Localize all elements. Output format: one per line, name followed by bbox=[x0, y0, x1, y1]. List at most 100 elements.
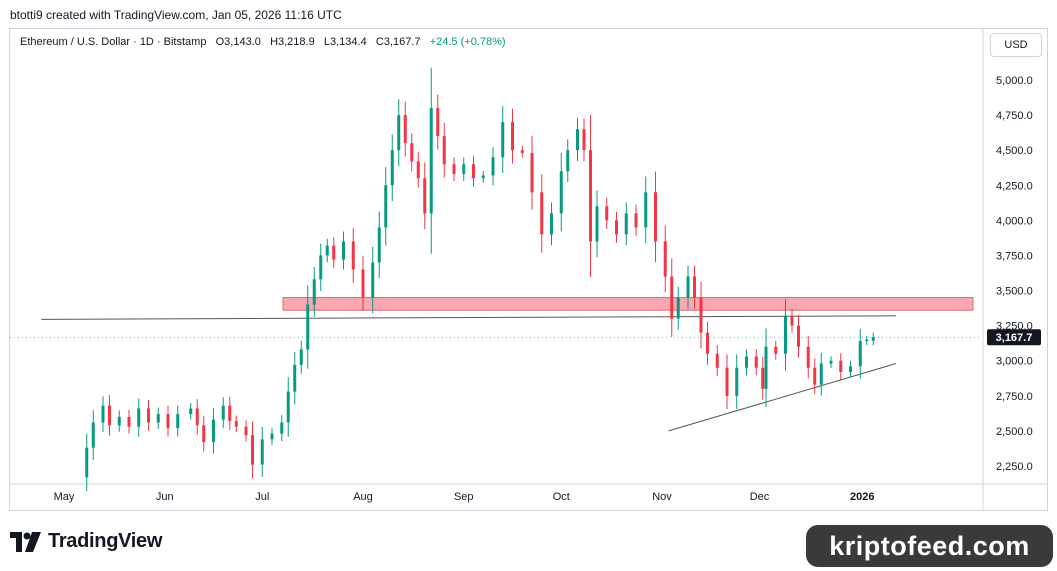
tradingview-logo-icon bbox=[10, 531, 41, 552]
chart-frame bbox=[9, 28, 1048, 511]
candle bbox=[260, 439, 264, 465]
candle bbox=[117, 416, 121, 426]
candle bbox=[576, 129, 579, 151]
candle bbox=[761, 367, 765, 389]
x-tick-label: Jul bbox=[255, 491, 269, 503]
candle bbox=[410, 143, 414, 162]
candle bbox=[108, 405, 111, 426]
candle bbox=[676, 297, 680, 319]
resistance-zone bbox=[282, 297, 974, 311]
candle bbox=[511, 122, 514, 151]
candle bbox=[306, 304, 310, 350]
candle bbox=[566, 150, 570, 172]
last-price-tag bbox=[987, 329, 1041, 346]
candle bbox=[871, 337, 875, 341]
y-tick-label: 4,000.0 bbox=[996, 215, 1033, 227]
candle bbox=[634, 213, 638, 228]
ohlc-low: L3,134.4 bbox=[323, 36, 367, 48]
y-tick-label: 5,000.0 bbox=[996, 75, 1033, 87]
candle bbox=[452, 164, 456, 175]
y-tick-label: 2,750.0 bbox=[996, 391, 1033, 403]
ohlc-high: H3,218.9 bbox=[270, 36, 315, 48]
candle bbox=[189, 408, 193, 415]
x-tick-label: Aug bbox=[353, 491, 373, 503]
candle bbox=[270, 433, 274, 440]
candle bbox=[735, 367, 739, 396]
y-tick-label: 2,500.0 bbox=[996, 426, 1033, 438]
candle bbox=[813, 367, 817, 385]
candle bbox=[384, 185, 388, 228]
y-tick-label: 4,250.0 bbox=[996, 180, 1033, 192]
y-tick-label: 3,500.0 bbox=[996, 286, 1033, 298]
candle bbox=[693, 276, 696, 298]
candle bbox=[784, 315, 787, 354]
candle bbox=[865, 339, 869, 342]
candle bbox=[299, 349, 303, 365]
currency-button[interactable]: USD bbox=[990, 33, 1042, 57]
y-tick-label: 2,250.0 bbox=[996, 461, 1033, 473]
candle bbox=[397, 115, 401, 151]
candle bbox=[501, 122, 505, 158]
candle bbox=[715, 353, 719, 368]
candle bbox=[176, 414, 180, 429]
candle bbox=[806, 346, 810, 368]
candle bbox=[280, 422, 284, 434]
candle bbox=[351, 241, 355, 270]
candle bbox=[312, 279, 316, 305]
x-tick-label: Nov bbox=[652, 491, 672, 503]
candle bbox=[559, 171, 563, 214]
candle bbox=[342, 241, 345, 260]
candle bbox=[85, 447, 89, 478]
y-tick-label: 4,500.0 bbox=[996, 145, 1033, 157]
candle bbox=[293, 364, 297, 392]
candle bbox=[530, 152, 534, 193]
candle bbox=[156, 414, 160, 423]
candle bbox=[462, 164, 466, 175]
candle bbox=[481, 175, 485, 179]
tradingview-logo[interactable]: TradingView bbox=[10, 530, 162, 553]
candle bbox=[234, 421, 238, 427]
candle bbox=[127, 416, 131, 427]
support-resistance-line bbox=[41, 315, 897, 320]
candle bbox=[371, 262, 375, 298]
candle bbox=[436, 108, 440, 137]
candle bbox=[764, 346, 768, 389]
candle bbox=[654, 192, 657, 242]
candle bbox=[361, 269, 365, 298]
candle bbox=[472, 164, 475, 179]
last-price-label: 3,167.7 bbox=[996, 332, 1033, 344]
y-tick-label: 3,750.0 bbox=[996, 250, 1033, 262]
candle bbox=[745, 356, 748, 368]
x-tick-label: 2026 bbox=[850, 491, 874, 503]
candle bbox=[423, 178, 427, 214]
candle bbox=[615, 220, 618, 235]
candle bbox=[540, 192, 544, 235]
candle bbox=[858, 341, 862, 367]
candle bbox=[582, 129, 586, 151]
candle bbox=[829, 360, 833, 364]
x-tick-label: Dec bbox=[750, 491, 770, 503]
symbol-name[interactable]: Ethereum / U.S. Dollar · 1D · Bitstamp bbox=[20, 36, 207, 48]
candle bbox=[442, 136, 446, 165]
candle bbox=[589, 150, 592, 242]
candle bbox=[91, 422, 95, 448]
chart-caption: btotti9 created with TradingView.com, Ja… bbox=[10, 8, 342, 22]
candle bbox=[390, 150, 394, 186]
x-tick-label: Jun bbox=[156, 491, 174, 503]
candle bbox=[137, 408, 141, 427]
candle bbox=[686, 276, 690, 298]
x-tick-label: May bbox=[54, 491, 75, 503]
candle bbox=[228, 405, 232, 422]
candle bbox=[670, 276, 674, 319]
candle bbox=[332, 245, 336, 260]
candle bbox=[221, 405, 225, 420]
y-tick-label: 3,000.0 bbox=[996, 356, 1033, 368]
candle bbox=[403, 115, 407, 144]
candle bbox=[416, 161, 420, 179]
candle bbox=[706, 332, 709, 354]
candle bbox=[202, 425, 206, 443]
candle bbox=[166, 414, 170, 429]
candle bbox=[624, 213, 628, 235]
candle bbox=[319, 255, 323, 280]
